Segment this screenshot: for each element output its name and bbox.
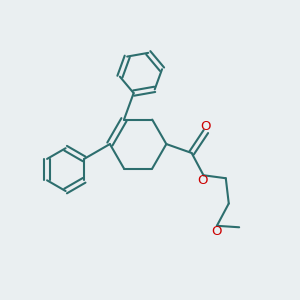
Text: O: O (212, 225, 222, 238)
Text: O: O (201, 120, 211, 133)
Text: O: O (198, 174, 208, 187)
